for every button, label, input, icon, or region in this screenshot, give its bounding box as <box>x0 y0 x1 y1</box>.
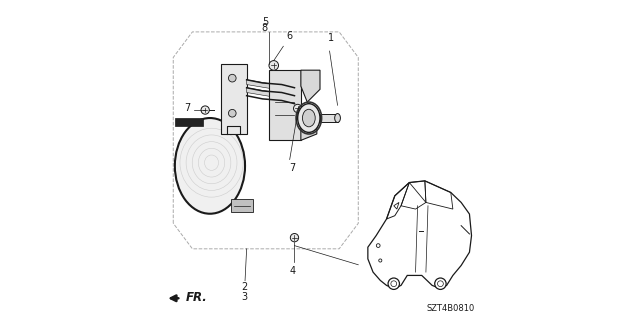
Text: 7: 7 <box>184 103 190 114</box>
Text: 1: 1 <box>328 33 334 43</box>
Ellipse shape <box>298 104 320 132</box>
Circle shape <box>228 74 236 82</box>
Circle shape <box>294 104 302 113</box>
Text: 8: 8 <box>262 24 268 33</box>
Circle shape <box>435 278 446 289</box>
Bar <box>320 114 337 122</box>
Text: FR.: FR. <box>186 291 208 304</box>
Circle shape <box>228 109 236 117</box>
Text: 5: 5 <box>262 17 268 27</box>
Text: 3: 3 <box>241 292 247 302</box>
Ellipse shape <box>335 114 340 122</box>
Circle shape <box>291 234 299 242</box>
Text: 6: 6 <box>287 32 292 41</box>
Ellipse shape <box>303 109 316 127</box>
Circle shape <box>269 61 278 70</box>
Bar <box>175 118 203 126</box>
Text: 2: 2 <box>241 282 247 292</box>
Circle shape <box>201 106 209 114</box>
Text: SZT4B0810: SZT4B0810 <box>426 304 475 313</box>
Polygon shape <box>246 80 294 93</box>
Bar <box>269 70 301 140</box>
Polygon shape <box>246 88 294 100</box>
Circle shape <box>388 278 399 289</box>
Ellipse shape <box>175 118 245 214</box>
Polygon shape <box>301 118 317 140</box>
Bar <box>230 199 253 212</box>
Text: 4: 4 <box>290 266 296 276</box>
Polygon shape <box>301 70 320 102</box>
Text: 7: 7 <box>289 163 295 173</box>
Bar <box>221 64 246 134</box>
